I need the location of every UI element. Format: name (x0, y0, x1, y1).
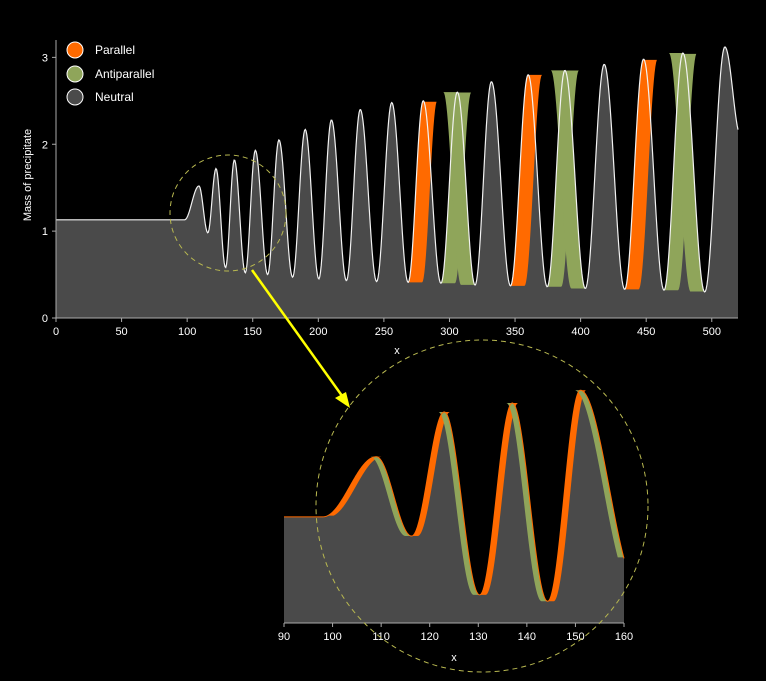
inset-axes: 90 100 110 120 130 140 150 160 (278, 622, 633, 643)
zoom-region-circle (169, 154, 287, 272)
inset-x-tick-label: 140 (518, 631, 536, 643)
zoom-detail-circle (315, 339, 649, 673)
legend: Parallel Antiparallel Neutral (66, 41, 154, 106)
legend-label-antiparallel: Antiparallel (95, 67, 154, 81)
main-fall-band (668, 53, 705, 292)
main-y-tick-label: 2 (42, 139, 48, 151)
legend-swatch-neutral (66, 88, 84, 106)
inset-neutral-area (284, 390, 624, 623)
zoom-arrow (250, 269, 347, 401)
main-y-tick-label: 3 (42, 52, 48, 64)
inset-chart: 90 100 110 120 130 140 150 160 x (278, 389, 633, 664)
main-x-tick-label: 400 (571, 326, 589, 338)
inset-fall-band (506, 403, 548, 602)
main-y-axis-title: Mass of precipitate (22, 129, 34, 221)
main-y-tick-label: 1 (42, 226, 48, 238)
inset-rise-band (547, 390, 587, 602)
inset-rise-band (411, 411, 451, 537)
main-x-tick-label: 200 (309, 326, 327, 338)
main-y-tick-label: 0 (42, 313, 48, 325)
inset-rise-band (479, 403, 519, 595)
inset-fall-band (370, 456, 412, 537)
legend-item-parallel: Parallel (66, 41, 135, 59)
main-series-layer (56, 46, 739, 318)
main-x-tick-label: 50 (115, 326, 127, 338)
legend-label-neutral: Neutral (95, 90, 134, 104)
main-x-tick-label: 300 (440, 326, 458, 338)
main-x-tick-label: 500 (703, 326, 721, 338)
legend-label-parallel: Parallel (95, 43, 135, 57)
main-x-tick-label: 150 (244, 326, 262, 338)
main-rise-band (624, 59, 657, 290)
inset-x-tick-label: 100 (323, 631, 341, 643)
inset-x-tick-label: 90 (278, 631, 290, 643)
main-x-tick-label: 100 (178, 326, 196, 338)
zoom-arrow-head (335, 392, 350, 408)
inset-x-tick-label: 130 (469, 631, 487, 643)
main-x-tick-label: 250 (375, 326, 393, 338)
inset-x-tick-label: 120 (421, 631, 439, 643)
main-x-tick-label: 450 (637, 326, 655, 338)
inset-x-tick-label: 160 (615, 631, 633, 643)
main-fall-band (443, 92, 475, 285)
inset-x-tick-label: 110 (372, 631, 390, 643)
zoom-annotation (169, 154, 649, 673)
main-x-tick-label: 350 (506, 326, 524, 338)
main-chart: 0 50 100 150 200 250 300 350 400 450 500 0 1 2 3 x Mas… (22, 40, 739, 357)
legend-item-antiparallel: Antiparallel (66, 65, 154, 83)
inset-x-tick-label: 150 (566, 631, 584, 643)
legend-item-neutral: Neutral (66, 88, 134, 106)
main-x-tick-label: 0 (53, 326, 59, 338)
main-x-axis-title: x (394, 345, 400, 357)
inset-x-axis-title: x (451, 652, 457, 664)
legend-swatch-parallel (66, 41, 84, 59)
inset-fall-band (574, 390, 624, 558)
inset-fall-band (438, 411, 480, 595)
main-axes: 0 50 100 150 200 250 300 350 400 450 500 0 1 2 3 (42, 40, 738, 338)
inset-curve-line (284, 389, 625, 602)
main-curve-line (56, 46, 739, 293)
inset-series-layer (284, 389, 625, 623)
legend-swatch-antiparallel (66, 65, 84, 83)
